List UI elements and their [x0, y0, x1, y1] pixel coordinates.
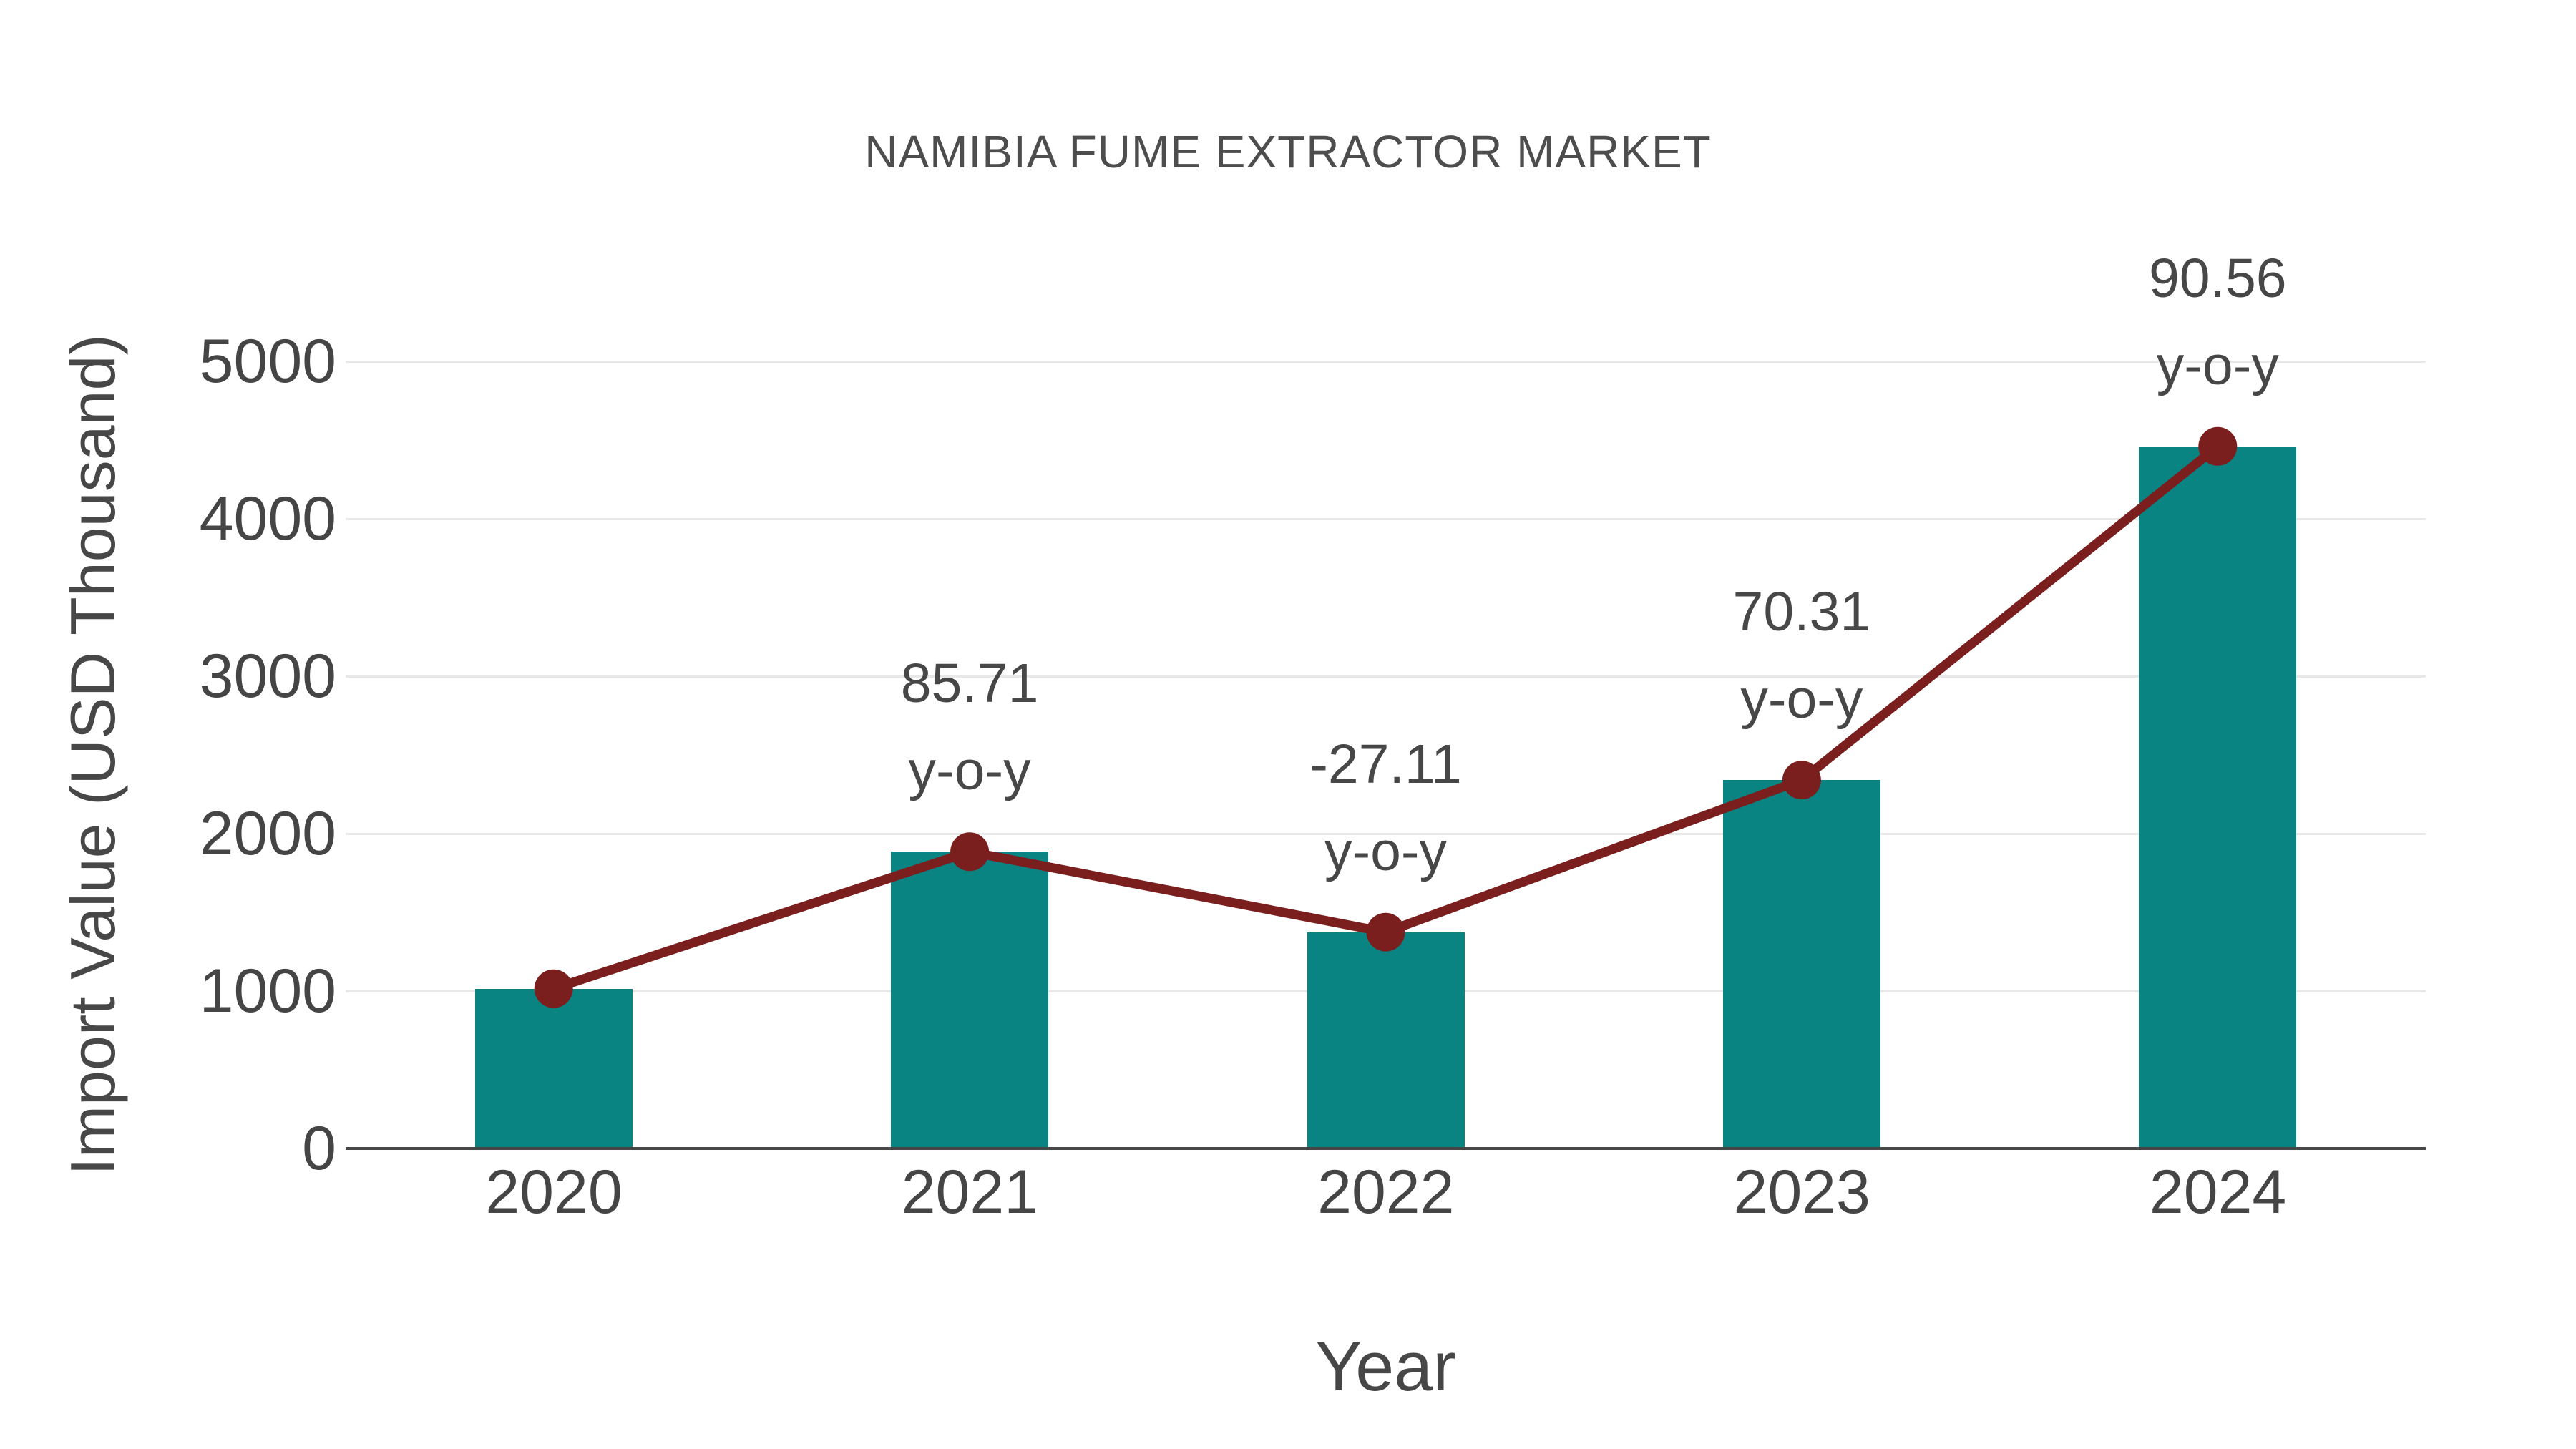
- annotation-label-2022: y-o-y: [1324, 820, 1448, 882]
- y-tick-label: 3000: [199, 642, 336, 711]
- chart-title: NAMIBIA FUME EXTRACTOR MARKET: [864, 126, 1712, 177]
- gridline-y-2000: [346, 832, 2426, 835]
- y-tick-label: 0: [302, 1114, 336, 1183]
- annotation-value-2022: -27.11: [1309, 733, 1462, 795]
- x-tick-label-2024: 2024: [2149, 1158, 2287, 1226]
- gridline-y-4000: [346, 517, 2426, 520]
- y-tick-label: 5000: [199, 327, 336, 396]
- bar-2021: [891, 852, 1049, 1148]
- x-tick-label-2022: 2022: [1317, 1158, 1455, 1226]
- bar-2024: [2139, 446, 2297, 1148]
- data-point-marker-2022: [1366, 912, 1405, 952]
- bar-2020: [474, 988, 633, 1148]
- x-axis-line: [346, 1147, 2426, 1150]
- x-axis-title: Year: [1315, 1327, 1456, 1405]
- annotation-label-2024: y-o-y: [2156, 334, 2279, 396]
- bar-2022: [1307, 932, 1465, 1148]
- y-tick-label: 4000: [199, 484, 336, 553]
- gridline-y-3000: [346, 675, 2426, 678]
- annotation-value-2021: 85.71: [900, 653, 1039, 715]
- annotation-value-2023: 70.31: [1732, 581, 1871, 643]
- annotation-label-2021: y-o-y: [908, 740, 1031, 802]
- y-tick-label: 1000: [199, 957, 336, 1025]
- annotation-label-2023: y-o-y: [1740, 668, 1863, 731]
- x-tick-label-2020: 2020: [485, 1158, 623, 1226]
- data-point-marker-2021: [950, 832, 990, 872]
- x-tick-label-2023: 2023: [1733, 1158, 1870, 1226]
- bar-2023: [1722, 780, 1880, 1148]
- data-point-marker-2020: [534, 969, 573, 1008]
- gridline-y-5000: [346, 360, 2426, 363]
- data-point-marker-2023: [1782, 761, 1821, 800]
- data-point-marker-2024: [2198, 426, 2238, 466]
- y-tick-label: 2000: [199, 799, 336, 868]
- x-tick-label-2021: 2021: [901, 1158, 1039, 1226]
- annotation-value-2024: 90.56: [2148, 247, 2287, 309]
